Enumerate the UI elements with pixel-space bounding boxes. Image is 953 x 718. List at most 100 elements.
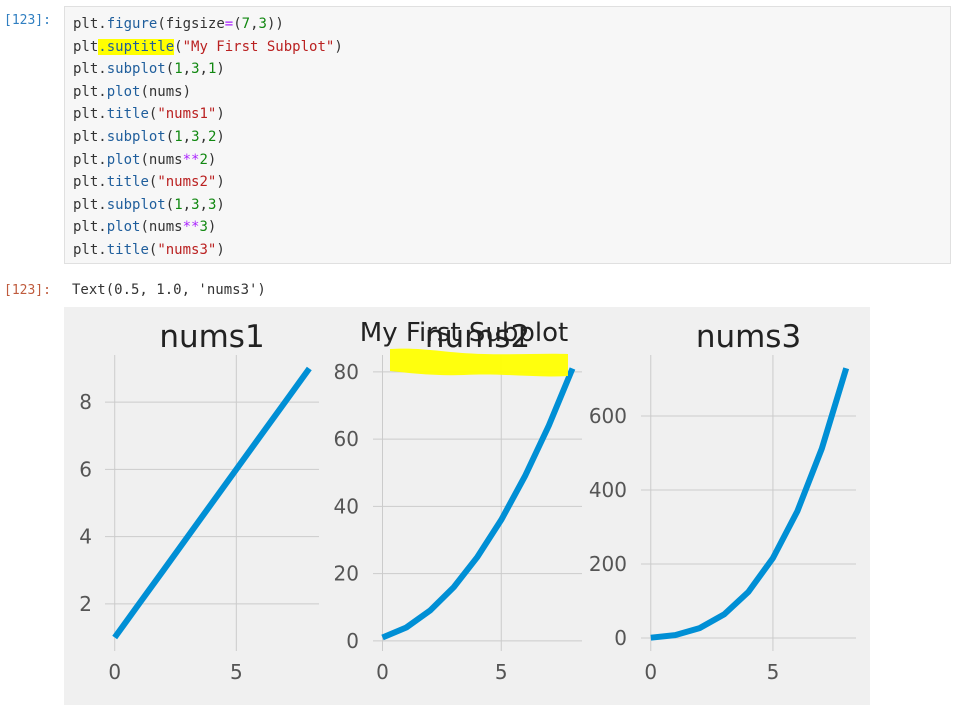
code-token: ** <box>182 219 200 236</box>
code-token: . <box>98 219 107 236</box>
code-token: 3 <box>207 196 217 213</box>
code-token: plt <box>73 219 99 236</box>
code-token: . <box>98 83 107 100</box>
code-token: . <box>98 106 107 123</box>
code-token: , <box>199 61 208 78</box>
ytick-label: 40 <box>334 494 359 518</box>
code-token: subplot <box>106 61 166 78</box>
code-token: . <box>98 196 107 213</box>
figure-suptitle: My First Subplot <box>360 318 568 348</box>
code-token: plt <box>73 38 99 55</box>
code-token: , <box>182 128 192 145</box>
code-line: plt.plot(nums) <box>73 81 950 104</box>
code-token: ( <box>174 38 183 55</box>
code-token: plt <box>73 16 99 32</box>
code-cell[interactable]: plt.figure(figsize=(7,3)) plt.suptitle("M… <box>64 6 951 264</box>
code-token: "My First Subplot" <box>182 38 335 55</box>
figure-output: 2 4 6 8 0 5 nums1 0 20 40 60 80 0 5 nums2 0 200 400 600 0 5 n… <box>64 307 870 705</box>
code-token: , <box>250 16 259 32</box>
ytick-label: 6 <box>79 457 92 481</box>
code-token: ( <box>165 61 175 78</box>
code-token: plt <box>73 106 99 123</box>
code-token: 3 <box>258 16 267 32</box>
code-token: plt <box>73 241 99 258</box>
output-prompt: [123]: <box>4 283 51 298</box>
ytick-label: 80 <box>334 360 359 384</box>
code-token: . <box>98 61 107 78</box>
code-token: ) <box>216 106 225 123</box>
code-line: plt.title("nums1") <box>73 103 950 126</box>
ytick-label: 200 <box>589 552 627 576</box>
code-token: (figsize <box>157 16 225 32</box>
subplot-title: nums2 <box>425 319 530 355</box>
code-token: figure <box>106 16 158 32</box>
code-token: plt <box>73 61 99 78</box>
code-line: plt.plot(nums**3) <box>73 216 950 239</box>
code-line: plt.subplot(1,3,1) <box>73 58 950 81</box>
code-token: ) <box>207 219 217 236</box>
ytick-label: 0 <box>346 629 359 653</box>
code-token: plt <box>73 83 99 100</box>
code-token: subplot <box>106 128 166 145</box>
code-line: plt.subplot(1,3,2) <box>73 126 950 149</box>
code-token: plt <box>73 151 99 168</box>
code-token: 1 <box>207 61 217 78</box>
code-token: ) <box>216 196 225 213</box>
xtick-label: 0 <box>108 660 121 684</box>
code-token: title <box>106 241 149 258</box>
code-token: 1 <box>174 61 183 78</box>
code-token: , <box>182 61 192 78</box>
code-token: 2 <box>199 151 208 168</box>
ytick-label: 2 <box>79 592 92 616</box>
ytick-label: 4 <box>79 525 92 549</box>
code-token: 1 <box>174 196 183 213</box>
code-token: subplot <box>106 196 166 213</box>
code-token: . <box>98 174 107 191</box>
code-token: , <box>182 196 192 213</box>
code-token: .suptitle <box>98 38 175 55</box>
code-token: ** <box>182 151 200 168</box>
code-token: title <box>106 174 149 191</box>
code-token: 3 <box>199 219 208 236</box>
code-token: plt <box>73 128 99 145</box>
code-token: ( <box>165 128 175 145</box>
code-token: ) <box>207 151 217 168</box>
series-line <box>381 367 576 641</box>
code-token: ) <box>216 61 225 78</box>
code-line: plt.title("nums2") <box>73 171 950 194</box>
code-token: , <box>199 196 208 213</box>
code-token: plot <box>106 151 141 168</box>
code-token: ( <box>233 16 242 32</box>
code-token: (nums <box>140 219 183 236</box>
code-token: , <box>199 128 208 145</box>
code-line: plt.subplot(1,3,3) <box>73 194 950 217</box>
ytick-label: 600 <box>589 404 627 428</box>
ytick-label: 400 <box>589 478 627 502</box>
series-line <box>650 367 850 641</box>
code-token: ) <box>216 128 225 145</box>
code-token: )) <box>266 16 284 32</box>
code-token: 3 <box>191 128 200 145</box>
code-token: . <box>98 241 107 258</box>
series-line <box>112 366 312 640</box>
xtick-label: 5 <box>230 660 243 684</box>
code-token: title <box>106 106 149 123</box>
ytick-label: 20 <box>334 562 359 586</box>
xtick-label: 0 <box>644 660 657 684</box>
code-token: . <box>98 16 107 32</box>
code-token: ) <box>216 174 225 191</box>
code-line: plt.title("nums3") <box>73 239 950 262</box>
code-token: ) <box>334 38 343 55</box>
code-token: 2 <box>207 128 217 145</box>
code-token: "nums2" <box>157 174 217 191</box>
code-token: (nums) <box>140 83 192 100</box>
code-token: ( <box>165 196 175 213</box>
subplot-1: 2 4 6 8 0 5 nums1 <box>79 319 319 684</box>
code-token: "nums3" <box>157 241 217 258</box>
xtick-label: 5 <box>495 660 508 684</box>
code-line: plt.figure(figsize=(7,3)) <box>73 13 950 36</box>
code-token: plt <box>73 174 99 191</box>
code-token: ) <box>216 241 225 258</box>
subplot-title: nums1 <box>159 319 264 355</box>
